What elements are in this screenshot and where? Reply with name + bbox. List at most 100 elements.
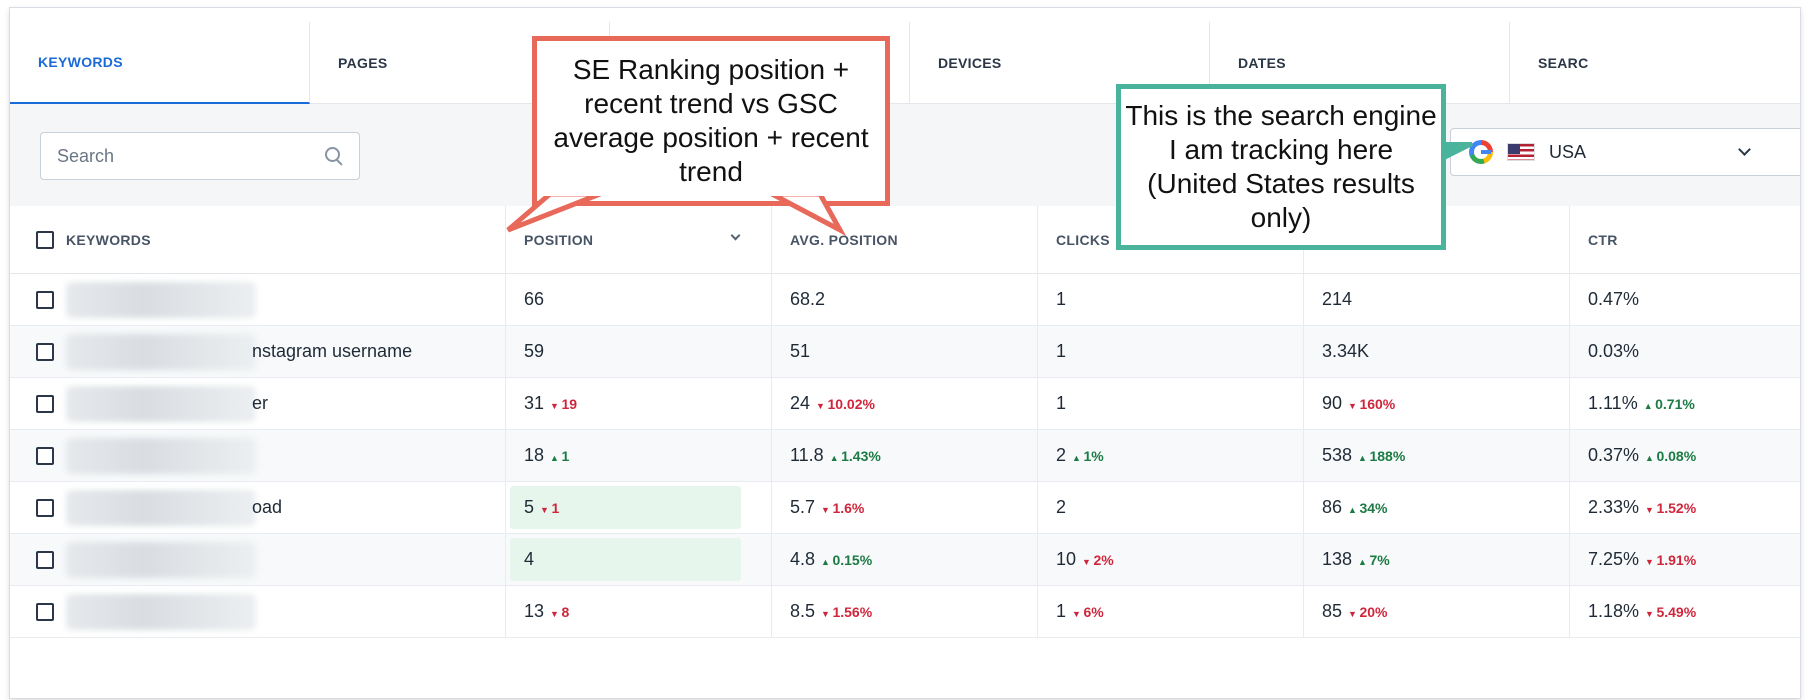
keyword-cell[interactable] xyxy=(66,430,506,481)
header-ctr[interactable]: CTR xyxy=(1570,206,1800,273)
trend-value: 10.02% xyxy=(827,395,875,412)
table-row[interactable]: nstagram username 59 51 1 3.34K 0.03% xyxy=(10,326,1800,378)
trend-value: 1.6% xyxy=(832,499,865,516)
cell-value: 2 xyxy=(1056,497,1067,517)
table-row[interactable]: 13 ▼ 8 8.5 ▼ 1.56% 1 ▼ 6% 85 ▼ 20% 1.18% ▼ 5.49% xyxy=(10,586,1800,638)
clicks-cell: 1 ▼ 6% xyxy=(1038,586,1304,637)
trend-down-badge: ▼ 1.52% xyxy=(1645,500,1696,516)
table-row[interactable]: er 31 ▼ 19 24 ▼ 10.02% 1 90 ▼ 160% 1.11% ▲ 0.71% xyxy=(10,378,1800,430)
header-keywords[interactable]: KEYWORDS xyxy=(66,206,506,273)
trend-value: 6% xyxy=(1083,603,1104,620)
cell-value: 59 xyxy=(524,341,545,361)
row-checkbox[interactable] xyxy=(36,394,54,413)
trend-value: 0.71% xyxy=(1655,395,1695,412)
cell-value: 10 xyxy=(1056,549,1077,569)
header-impressions[interactable] xyxy=(1304,206,1570,273)
tab-devices[interactable]: DEVICES xyxy=(910,22,1210,104)
row-select-cell xyxy=(10,482,66,533)
ctr-cell: 2.33% ▼ 1.52% xyxy=(1570,482,1800,533)
tab-label: DATES xyxy=(1238,55,1286,71)
tab-label: KEYWORDS xyxy=(38,54,123,70)
row-checkbox[interactable] xyxy=(36,342,54,361)
toolbar: Search USA xyxy=(10,104,1800,206)
tab-dates[interactable]: DATES xyxy=(1210,22,1510,104)
annotation-callout-red: SE Ranking position + recent trend vs GS… xyxy=(532,36,890,206)
arrow-up-icon: ▲ xyxy=(821,556,833,567)
position-cell: 5 ▼ 1 xyxy=(506,482,772,533)
cell-value: 138 xyxy=(1322,549,1353,569)
cell-value: 1 xyxy=(1056,341,1067,361)
select-all-checkbox[interactable] xyxy=(36,230,54,249)
annotation-text: This is the search engine I am tracking … xyxy=(1125,100,1437,233)
ctr-cell: 7.25% ▼ 1.91% xyxy=(1570,534,1800,585)
header-label: CLICKS xyxy=(1056,231,1110,248)
cell-value: 5.7 xyxy=(790,497,816,517)
keyword-cell[interactable]: nstagram username xyxy=(66,326,506,377)
trend-value: 20% xyxy=(1359,603,1388,620)
trend-up-badge: ▲ 34% xyxy=(1348,500,1387,516)
ctr-cell: 1.11% ▲ 0.71% xyxy=(1570,378,1800,429)
avg-position-cell: 8.5 ▼ 1.56% xyxy=(772,586,1038,637)
row-checkbox[interactable] xyxy=(36,602,54,621)
us-flag-icon xyxy=(1507,143,1535,161)
tab-keywords[interactable]: KEYWORDS xyxy=(10,22,310,104)
search-engine-select[interactable]: USA xyxy=(1450,128,1800,176)
row-checkbox[interactable] xyxy=(36,498,54,517)
trend-value: 5.49% xyxy=(1656,603,1697,620)
table-row[interactable]: 66 68.2 1 214 0.47% xyxy=(10,274,1800,326)
sort-chevron-icon[interactable] xyxy=(730,230,741,241)
cell-value: 1.11% xyxy=(1588,393,1638,413)
arrow-up-icon: ▲ xyxy=(829,452,842,463)
trend-value: 1 xyxy=(551,499,560,516)
trend-down-badge: ▼ 160% xyxy=(1348,396,1395,412)
table-row[interactable]: oad 5 ▼ 1 5.7 ▼ 1.6% 2 86 ▲ 34% 2.33% ▼ 1.52% xyxy=(10,482,1800,534)
row-checkbox[interactable] xyxy=(36,446,54,465)
row-checkbox[interactable] xyxy=(36,290,54,309)
row-select-cell xyxy=(10,534,66,585)
trend-value: 0.15% xyxy=(832,551,873,568)
trend-down-badge: ▼ 19 xyxy=(550,396,577,412)
position-cell: 4 xyxy=(506,534,772,585)
avg-position-cell: 4.8 ▲ 0.15% xyxy=(772,534,1038,585)
arrow-up-icon: ▲ xyxy=(1643,400,1656,411)
cell-value: 8.5 xyxy=(790,601,816,621)
header-position[interactable]: POSITION xyxy=(506,206,772,273)
table-row[interactable]: 18 ▲ 1 11.8 ▲ 1.43% 2 ▲ 1% 538 ▲ 188% 0.37% ▲ 0.0… xyxy=(10,430,1800,482)
arrow-down-icon: ▼ xyxy=(816,400,828,411)
keyword-cell[interactable]: oad xyxy=(66,482,506,533)
impressions-cell: 85 ▼ 20% xyxy=(1304,586,1570,637)
impressions-cell: 90 ▼ 160% xyxy=(1304,378,1570,429)
top-position-highlight xyxy=(510,538,741,581)
trend-up-badge: ▲ 188% xyxy=(1358,448,1405,464)
row-checkbox[interactable] xyxy=(36,550,54,569)
table-row[interactable]: 4 4.8 ▲ 0.15% 10 ▼ 2% 138 ▲ 7% 7.25% ▼ 1.91% xyxy=(10,534,1800,586)
trend-value: 160% xyxy=(1359,395,1396,412)
arrow-down-icon: ▼ xyxy=(821,504,833,515)
arrow-up-icon: ▲ xyxy=(1348,504,1360,515)
trend-up-badge: ▲ 1 xyxy=(550,448,569,464)
row-select-cell xyxy=(10,378,66,429)
search-icon[interactable] xyxy=(325,147,343,165)
arrow-up-icon: ▲ xyxy=(1358,556,1370,567)
arrow-up-icon: ▲ xyxy=(1072,452,1084,463)
trend-value: 8 xyxy=(561,603,570,620)
keyword-cell[interactable] xyxy=(66,274,506,325)
keyword-cell[interactable]: er xyxy=(66,378,506,429)
trend-down-badge: ▼ 1.91% xyxy=(1645,552,1696,568)
cell-value: 214 xyxy=(1322,289,1353,309)
cell-value: 85 xyxy=(1322,601,1343,621)
tab-hidden[interactable] xyxy=(610,22,910,104)
ctr-cell: 0.37% ▲ 0.08% xyxy=(1570,430,1800,481)
chevron-down-icon[interactable] xyxy=(1738,143,1751,156)
trend-value: 1.91% xyxy=(1656,551,1697,568)
ctr-cell: 0.03% xyxy=(1570,326,1800,377)
header-avg-position[interactable]: AVG. POSITION xyxy=(772,206,1038,273)
search-input[interactable]: Search xyxy=(40,132,360,180)
position-cell: 59 xyxy=(506,326,772,377)
keyword-cell[interactable] xyxy=(66,586,506,637)
cell-value: 51 xyxy=(790,341,811,361)
trend-value: 0.08% xyxy=(1656,447,1697,464)
tab-search[interactable]: SEARC xyxy=(1510,22,1800,104)
keyword-cell[interactable] xyxy=(66,534,506,585)
cell-value: 90 xyxy=(1322,393,1343,413)
